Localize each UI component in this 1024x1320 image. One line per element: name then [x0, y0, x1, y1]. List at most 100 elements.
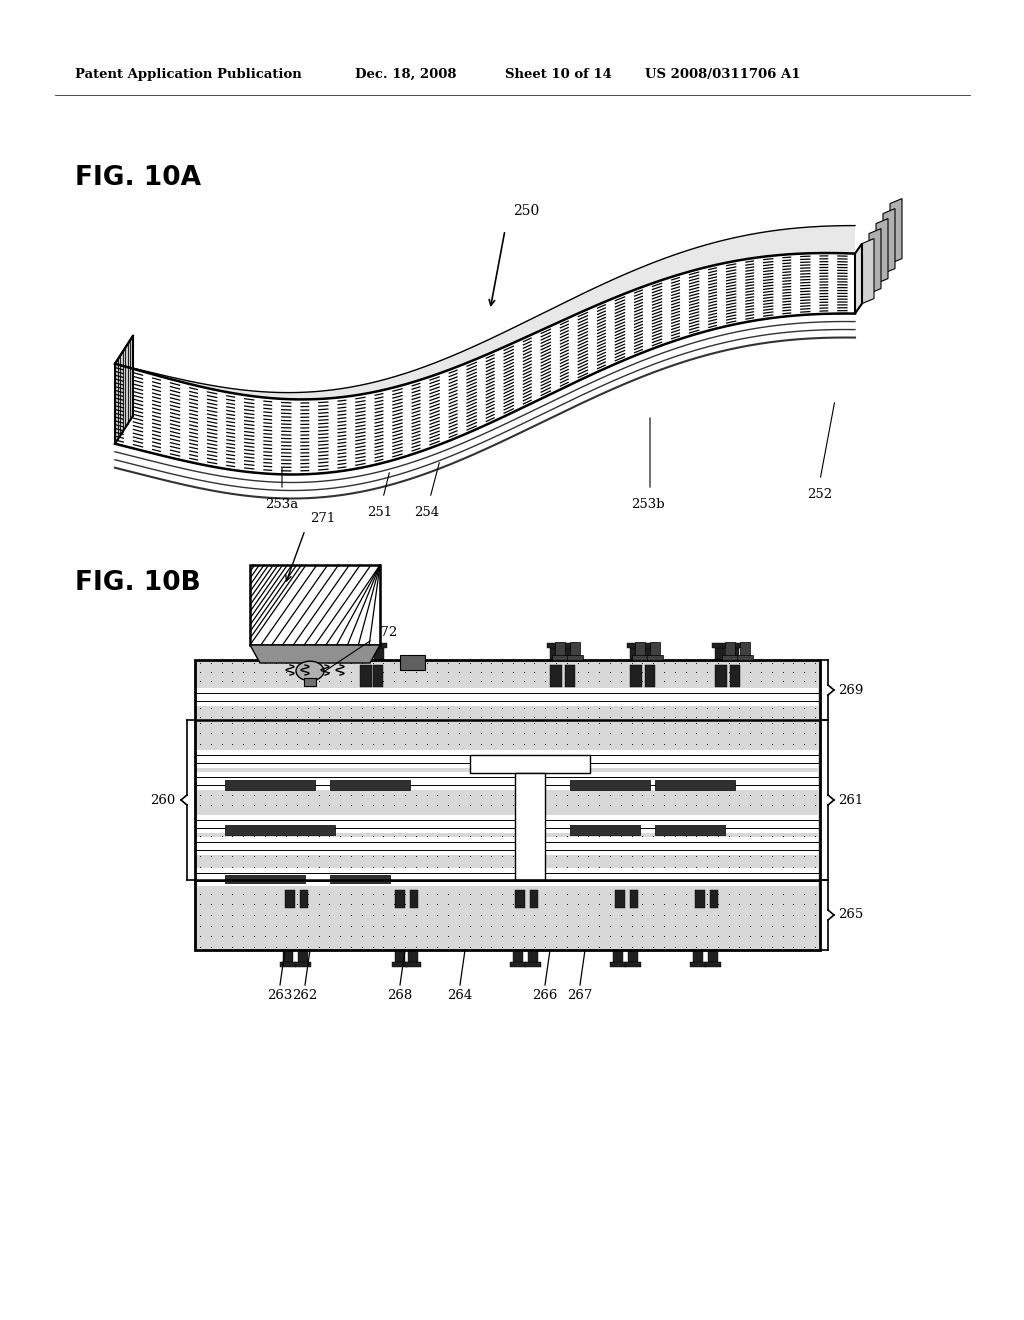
Bar	[645, 665, 655, 686]
Bar	[690, 962, 706, 968]
Text: Sheet 10 of 14: Sheet 10 of 14	[505, 69, 612, 81]
Bar	[729, 648, 739, 660]
Bar	[705, 962, 721, 968]
Bar	[197, 837, 818, 855]
Bar	[395, 890, 406, 908]
Bar	[655, 825, 725, 836]
Bar	[195, 880, 820, 950]
Polygon shape	[115, 335, 133, 444]
Bar	[373, 665, 383, 686]
Text: 261: 261	[838, 793, 863, 807]
Bar	[715, 648, 725, 660]
Bar	[197, 772, 818, 789]
Bar	[547, 643, 563, 648]
Bar	[400, 655, 425, 671]
Bar	[641, 643, 657, 648]
Bar	[371, 643, 387, 648]
Bar	[722, 655, 738, 660]
Bar	[655, 780, 735, 789]
Text: Patent Application Publication: Patent Application Publication	[75, 69, 302, 81]
Text: US 2008/0311706 A1: US 2008/0311706 A1	[645, 69, 801, 81]
Bar	[197, 750, 818, 768]
Bar	[627, 643, 643, 648]
Bar	[693, 950, 703, 962]
Bar	[360, 665, 372, 686]
Text: Dec. 18, 2008: Dec. 18, 2008	[355, 69, 457, 81]
Text: 260: 260	[150, 793, 175, 807]
Polygon shape	[115, 226, 855, 400]
Bar	[304, 678, 316, 686]
Bar	[225, 825, 335, 836]
Polygon shape	[869, 228, 881, 293]
Bar	[613, 950, 623, 962]
Bar	[628, 950, 638, 962]
Bar	[408, 950, 418, 962]
Bar	[525, 962, 541, 968]
Bar	[392, 962, 408, 968]
Bar	[567, 655, 583, 660]
Bar	[570, 825, 640, 836]
Text: 253b: 253b	[631, 498, 665, 511]
Bar	[197, 814, 818, 833]
Bar	[740, 642, 750, 657]
Bar	[715, 665, 727, 686]
Bar	[300, 890, 308, 908]
Text: 251: 251	[368, 506, 392, 519]
Bar	[630, 665, 642, 686]
Bar	[195, 719, 820, 880]
Text: 262: 262	[293, 989, 317, 1002]
Text: FIG. 10B: FIG. 10B	[75, 570, 201, 597]
Bar	[357, 643, 373, 648]
Text: 268: 268	[387, 989, 413, 1002]
Bar	[644, 648, 654, 660]
Text: 271: 271	[310, 512, 335, 525]
Text: 264: 264	[447, 989, 473, 1002]
Text: FIG. 10A: FIG. 10A	[75, 165, 201, 191]
Bar	[197, 869, 818, 886]
Bar	[225, 875, 305, 883]
Bar	[561, 643, 577, 648]
Polygon shape	[862, 239, 874, 304]
Bar	[552, 655, 568, 660]
Text: 272: 272	[372, 626, 397, 639]
Polygon shape	[883, 209, 895, 273]
Polygon shape	[115, 253, 855, 474]
Bar	[695, 890, 705, 908]
Bar	[647, 655, 663, 660]
Bar	[283, 950, 293, 962]
Bar	[550, 648, 560, 660]
Bar	[197, 688, 818, 706]
Bar	[285, 890, 295, 908]
Bar	[565, 665, 575, 686]
Bar	[737, 655, 753, 660]
Bar	[330, 780, 410, 789]
Bar	[410, 890, 418, 908]
Bar	[395, 950, 406, 962]
Bar	[650, 642, 660, 657]
Text: 269: 269	[838, 684, 863, 697]
Bar	[374, 648, 384, 660]
Bar	[515, 890, 525, 908]
Bar	[726, 643, 742, 648]
Bar	[280, 962, 296, 968]
Text: 252: 252	[808, 488, 833, 502]
Ellipse shape	[296, 661, 324, 681]
Text: 267: 267	[567, 989, 593, 1002]
Bar	[250, 565, 380, 645]
Bar	[708, 950, 718, 962]
Text: 253a: 253a	[265, 498, 299, 511]
Polygon shape	[855, 244, 862, 314]
Text: 266: 266	[532, 989, 558, 1002]
Bar	[406, 962, 421, 968]
Bar	[298, 950, 308, 962]
Bar	[513, 950, 523, 962]
Text: 254: 254	[415, 506, 439, 519]
Bar	[295, 962, 311, 968]
Bar	[515, 774, 545, 880]
Polygon shape	[890, 198, 902, 264]
Bar	[632, 655, 648, 660]
Bar	[570, 780, 650, 789]
Bar	[470, 755, 590, 774]
Bar	[550, 665, 562, 686]
Bar	[630, 890, 638, 908]
